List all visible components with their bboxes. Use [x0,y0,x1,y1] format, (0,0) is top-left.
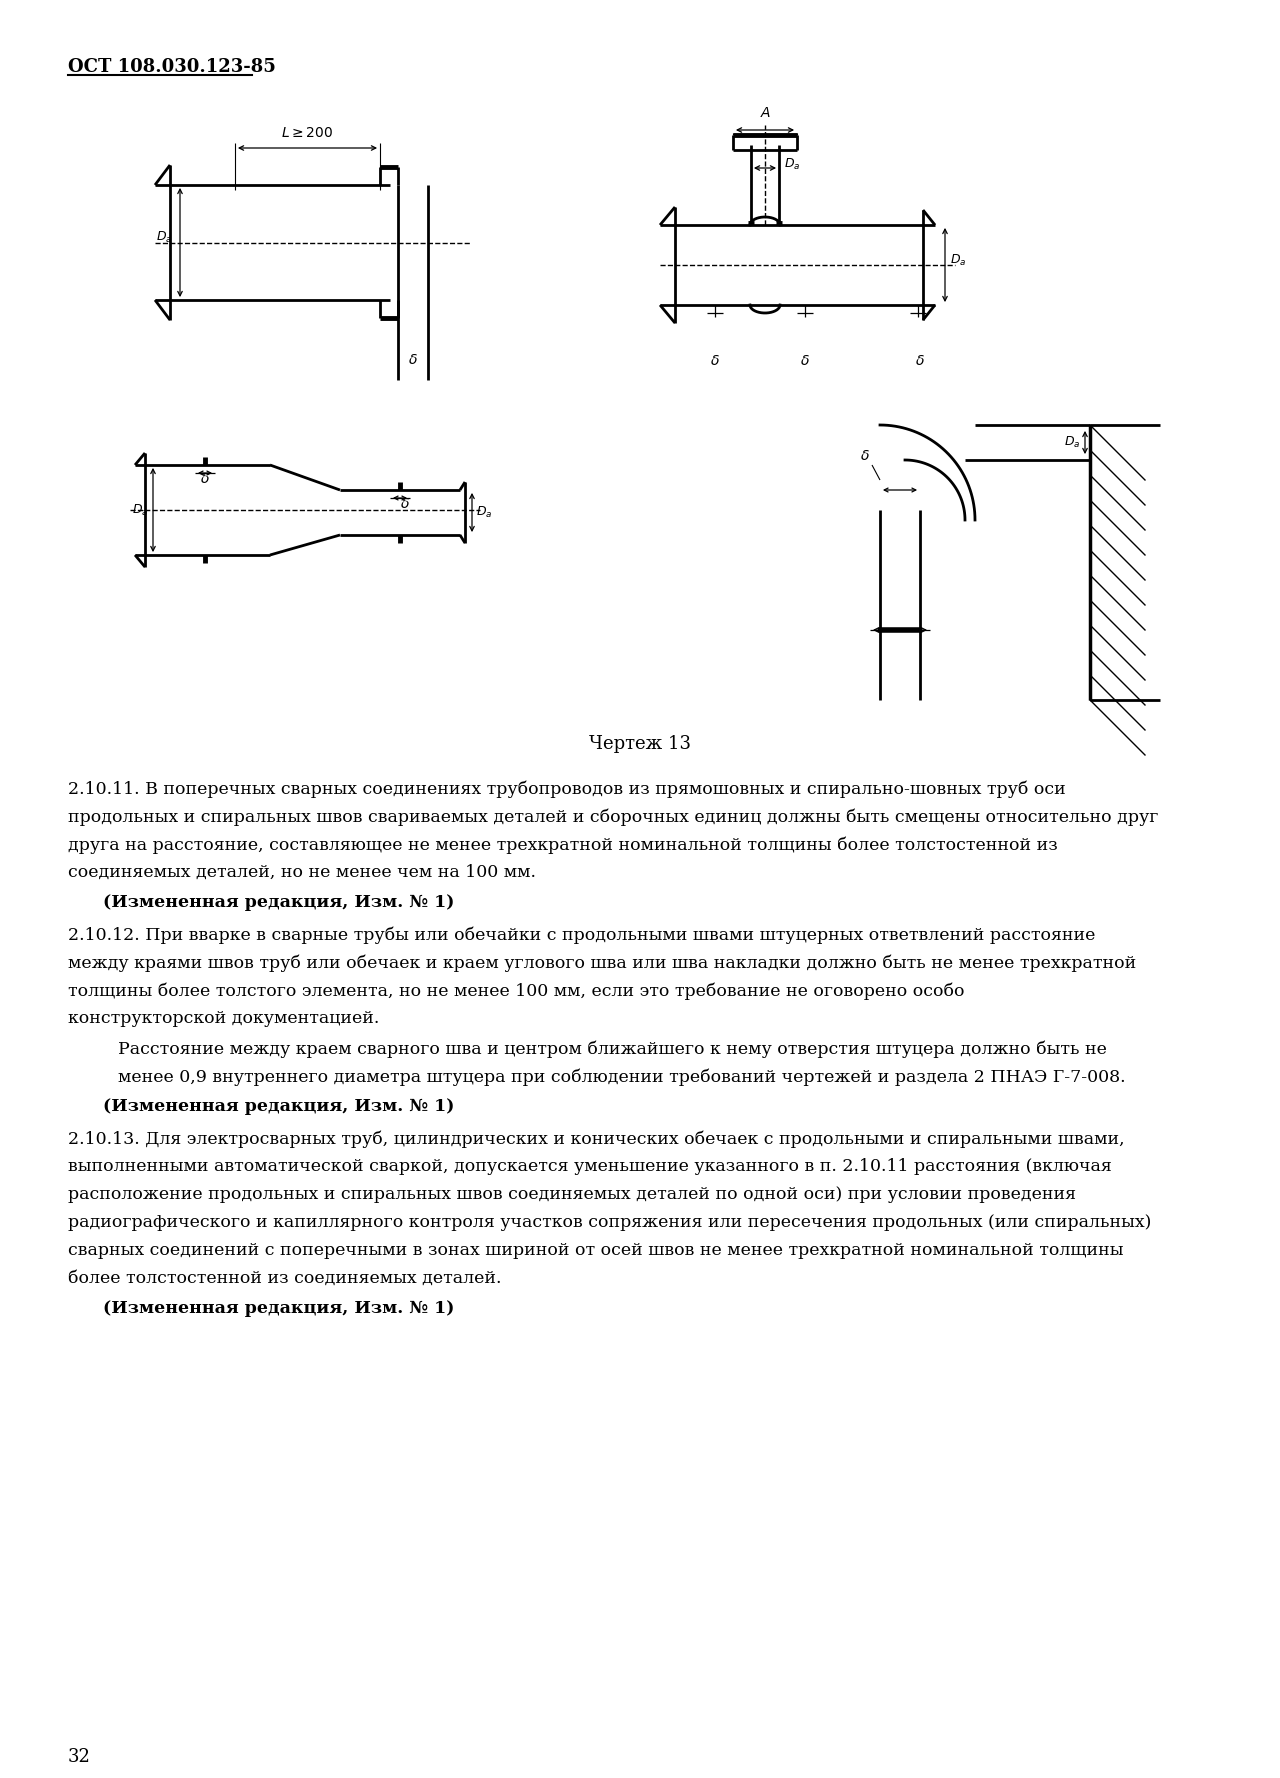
Text: радиографического и капиллярного контроля участков сопряжения или пересечения пр: радиографического и капиллярного контрол… [68,1214,1152,1230]
Text: (Измененная редакция, Изм. № 1): (Измененная редакция, Изм. № 1) [102,894,454,910]
Text: Расстояние между краем сварного шва и центром ближайшего к нему отверстия штуцер: Расстояние между краем сварного шва и це… [118,1040,1107,1058]
Text: $\delta$: $\delta$ [860,450,870,462]
Text: 2.10.12. При вварке в сварные трубы или обечайки с продольными швами штуцерных о: 2.10.12. При вварке в сварные трубы или … [68,926,1096,944]
Text: ОСТ 108.030.123-85: ОСТ 108.030.123-85 [68,59,276,76]
Text: $D_a$: $D_a$ [132,503,148,517]
Text: 32: 32 [68,1748,91,1766]
Text: сварных соединений с поперечными в зонах шириной от осей швов не менее трехкратн: сварных соединений с поперечными в зонах… [68,1243,1124,1259]
Text: $\delta$: $\delta$ [915,354,925,368]
Text: более толстостенной из соединяемых деталей.: более толстостенной из соединяемых детал… [68,1269,502,1287]
Text: друга на расстояние, составляющее не менее трехкратной номинальной толщины более: друга на расстояние, составляющее не мен… [68,836,1057,853]
Text: соединяемых деталей, но не менее чем на 100 мм.: соединяемых деталей, но не менее чем на … [68,864,536,882]
Text: $D_a$: $D_a$ [476,505,493,519]
Text: менее 0,9 внутреннего диаметра штуцера при соблюдении требований чертежей и разд: менее 0,9 внутреннего диаметра штуцера п… [118,1069,1125,1086]
Text: $D_a$: $D_a$ [783,156,800,171]
Text: Чертеж 13: Чертеж 13 [589,734,691,754]
Text: $L \geq 200$: $L \geq 200$ [282,126,334,140]
Text: $D_a$: $D_a$ [950,252,966,267]
Text: продольных и спиральных швов свариваемых деталей и сборочных единиц должны быть : продольных и спиральных швов свариваемых… [68,807,1158,825]
Text: $\delta$: $\delta$ [408,354,419,366]
Text: (Измененная редакция, Изм. № 1): (Измененная редакция, Изм. № 1) [102,1099,454,1115]
Text: $\delta$: $\delta$ [200,471,210,485]
Text: $\delta$: $\delta$ [401,498,410,510]
Text: $D_a$: $D_a$ [156,229,172,245]
Text: расположение продольных и спиральных швов соединяемых деталей по одной оси) при : расположение продольных и спиральных шво… [68,1186,1076,1204]
Text: $\delta$: $\delta$ [800,354,810,368]
Text: 2.10.13. Для электросварных труб, цилиндрических и конических обечаек с продольн: 2.10.13. Для электросварных труб, цилинд… [68,1131,1125,1147]
Text: толщины более толстого элемента, но не менее 100 мм, если это требование не огов: толщины более толстого элемента, но не м… [68,981,965,999]
Text: конструкторской документацией.: конструкторской документацией. [68,1010,379,1028]
Text: 2.10.11. В поперечных сварных соединениях трубопроводов из прямошовных и спираль: 2.10.11. В поперечных сварных соединения… [68,781,1066,798]
Text: $\delta$: $\delta$ [710,354,719,368]
Text: (Измененная редакция, Изм. № 1): (Измененная редакция, Изм. № 1) [102,1300,454,1317]
Text: $D_a$: $D_a$ [1064,436,1080,450]
Text: между краями швов труб или обечаек и краем углового шва или шва накладки должно : между краями швов труб или обечаек и кра… [68,955,1137,971]
Text: выполненными автоматической сваркой, допускается уменьшение указанного в п. 2.10: выполненными автоматической сваркой, доп… [68,1157,1112,1175]
Text: A: A [760,107,769,119]
